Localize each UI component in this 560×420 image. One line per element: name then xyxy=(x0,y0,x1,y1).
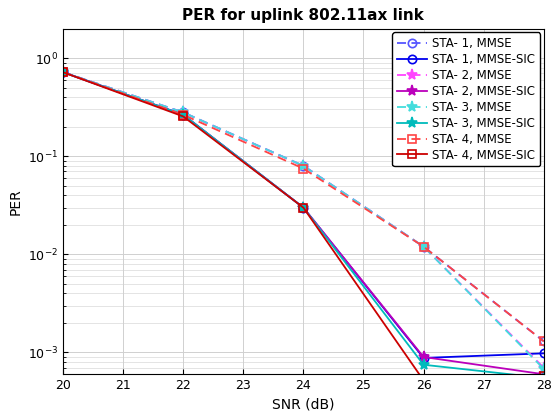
STA- 1, MMSE xyxy=(59,70,66,75)
STA- 3, MMSE-SIC xyxy=(300,205,307,210)
STA- 3, MMSE xyxy=(540,366,547,371)
STA- 3, MMSE-SIC xyxy=(59,70,66,75)
X-axis label: SNR (dB): SNR (dB) xyxy=(272,398,335,412)
STA- 4, MMSE-SIC xyxy=(180,114,186,119)
STA- 4, MMSE xyxy=(59,70,66,75)
STA- 4, MMSE-SIC xyxy=(300,205,307,210)
STA- 4, MMSE-SIC xyxy=(59,70,66,75)
STA- 3, MMSE xyxy=(300,163,307,168)
Line: STA- 3, MMSE: STA- 3, MMSE xyxy=(58,67,549,375)
Line: STA- 3, MMSE-SIC: STA- 3, MMSE-SIC xyxy=(58,67,549,383)
STA- 1, MMSE-SIC xyxy=(300,205,307,210)
STA- 2, MMSE-SIC xyxy=(540,372,547,377)
STA- 4, MMSE-SIC xyxy=(420,378,427,383)
STA- 2, MMSE xyxy=(180,110,186,115)
STA- 2, MMSE-SIC xyxy=(420,354,427,360)
Line: STA- 4, MMSE: STA- 4, MMSE xyxy=(59,68,548,346)
STA- 3, MMSE xyxy=(180,110,186,115)
Line: STA- 1, MMSE-SIC: STA- 1, MMSE-SIC xyxy=(59,68,548,362)
STA- 3, MMSE-SIC xyxy=(540,375,547,381)
STA- 3, MMSE xyxy=(59,70,66,75)
STA- 1, MMSE-SIC xyxy=(420,355,427,360)
STA- 2, MMSE xyxy=(59,70,66,75)
Y-axis label: PER: PER xyxy=(8,188,22,215)
STA- 1, MMSE xyxy=(180,110,186,115)
Line: STA- 2, MMSE: STA- 2, MMSE xyxy=(58,67,549,373)
STA- 2, MMSE xyxy=(540,365,547,370)
STA- 4, MMSE xyxy=(420,244,427,249)
Line: STA- 4, MMSE-SIC: STA- 4, MMSE-SIC xyxy=(59,68,548,385)
Legend: STA- 1, MMSE, STA- 1, MMSE-SIC, STA- 2, MMSE, STA- 2, MMSE-SIC, STA- 3, MMSE, ST: STA- 1, MMSE, STA- 1, MMSE-SIC, STA- 2, … xyxy=(393,32,540,166)
STA- 3, MMSE-SIC xyxy=(180,112,186,117)
STA- 2, MMSE xyxy=(300,163,307,168)
STA- 3, MMSE-SIC xyxy=(420,362,427,367)
Title: PER for uplink 802.11ax link: PER for uplink 802.11ax link xyxy=(183,8,424,24)
Line: STA- 2, MMSE-SIC: STA- 2, MMSE-SIC xyxy=(58,67,549,380)
STA- 2, MMSE-SIC xyxy=(180,112,186,117)
STA- 1, MMSE-SIC xyxy=(59,70,66,75)
STA- 3, MMSE xyxy=(420,244,427,249)
STA- 1, MMSE xyxy=(540,339,547,344)
STA- 2, MMSE-SIC xyxy=(300,205,307,210)
STA- 2, MMSE xyxy=(420,244,427,249)
STA- 4, MMSE-SIC xyxy=(540,373,547,378)
STA- 1, MMSE xyxy=(300,163,307,168)
STA- 2, MMSE-SIC xyxy=(59,70,66,75)
STA- 1, MMSE xyxy=(420,244,427,249)
STA- 4, MMSE xyxy=(180,112,186,117)
STA- 4, MMSE xyxy=(300,166,307,171)
STA- 4, MMSE xyxy=(540,339,547,344)
Line: STA- 1, MMSE: STA- 1, MMSE xyxy=(59,68,548,346)
STA- 1, MMSE-SIC xyxy=(180,112,186,117)
STA- 1, MMSE-SIC xyxy=(540,351,547,356)
